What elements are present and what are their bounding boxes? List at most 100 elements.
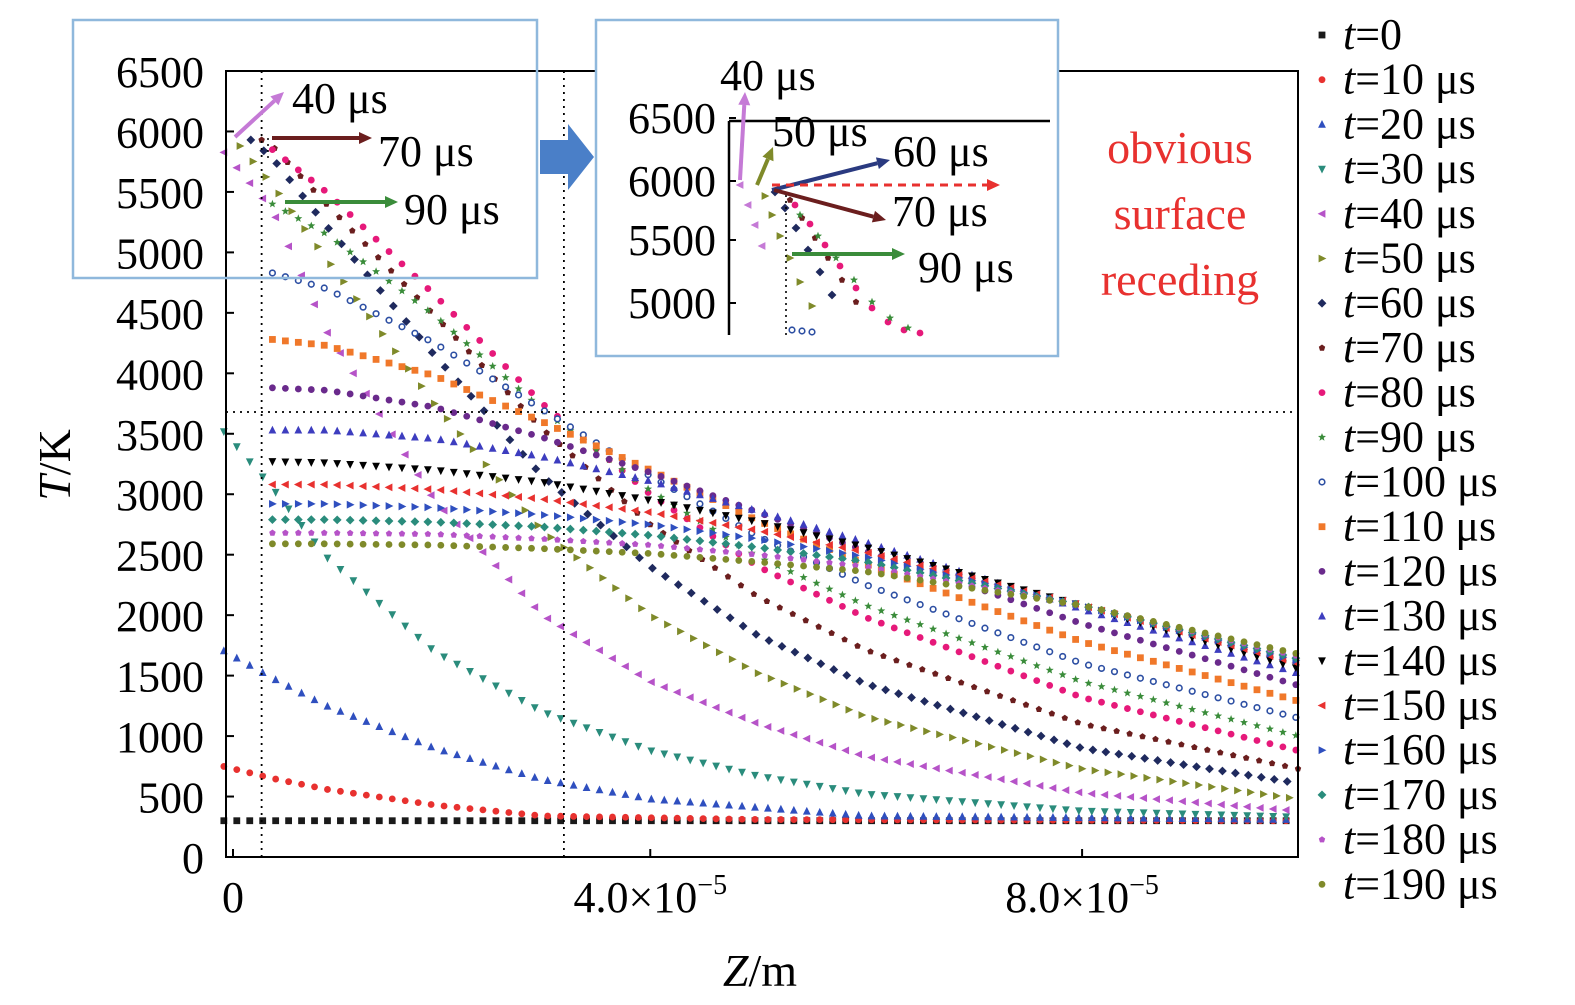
data-point	[375, 817, 383, 825]
legend-label: t=130 μs	[1343, 591, 1498, 640]
data-point	[1175, 717, 1183, 725]
data-point	[1100, 790, 1109, 799]
data-point	[631, 540, 639, 547]
data-point	[659, 683, 668, 692]
legend-entry: t=80 μs	[1318, 368, 1476, 417]
data-point	[489, 420, 497, 427]
legend-entry: t=120 μs	[1318, 546, 1498, 595]
inset-data-point	[836, 262, 844, 270]
inset-data-point	[900, 326, 908, 334]
data-point	[488, 520, 498, 530]
data-point	[514, 521, 523, 531]
data-point	[272, 159, 282, 168]
data-point	[631, 473, 640, 481]
legend-marker	[1318, 389, 1326, 396]
data-point	[1130, 772, 1139, 780]
receding-arrow	[772, 179, 1000, 191]
data-point	[269, 336, 276, 343]
data-point	[889, 555, 898, 564]
data-point	[579, 547, 587, 554]
data-point	[767, 674, 776, 683]
data-point	[1078, 764, 1087, 773]
data-point	[583, 509, 593, 519]
data-point	[556, 715, 565, 723]
data-point	[741, 662, 750, 671]
legend-entry: t=90 μs	[1318, 412, 1476, 461]
data-point	[453, 750, 461, 759]
data-point	[570, 817, 578, 825]
data-point	[488, 362, 497, 370]
data-point	[722, 530, 731, 539]
data-point	[996, 775, 1005, 784]
data-point	[414, 633, 423, 642]
data-point	[501, 474, 510, 483]
data-point	[865, 563, 872, 570]
data-point	[1166, 758, 1176, 767]
inset-arrow-70us-head	[871, 210, 886, 223]
data-point	[272, 817, 280, 825]
data-point	[1242, 802, 1251, 811]
legend-marker	[1318, 433, 1326, 441]
data-point	[773, 545, 783, 555]
data-point	[1111, 701, 1118, 709]
data-point	[556, 622, 565, 631]
data-point	[735, 557, 743, 564]
data-point	[761, 559, 769, 566]
y-tick-label: 6500	[116, 48, 204, 97]
data-point	[424, 530, 432, 537]
data-point	[1188, 626, 1196, 634]
data-point	[565, 498, 574, 507]
data-point	[515, 509, 523, 518]
data-point	[314, 242, 323, 251]
data-point	[1178, 797, 1186, 806]
data-point	[385, 316, 393, 324]
data-point	[751, 629, 761, 639]
data-point	[1085, 622, 1092, 629]
data-point	[1201, 672, 1209, 679]
data-point	[712, 799, 721, 808]
data-point	[1009, 777, 1018, 786]
data-point	[907, 693, 916, 702]
left-box-border	[71, 18, 539, 280]
data-point	[802, 780, 811, 789]
data-point	[975, 739, 983, 748]
legend-label: t=30 μs	[1343, 144, 1476, 193]
data-point	[942, 643, 950, 651]
legend-label: t=50 μs	[1343, 234, 1476, 283]
data-point	[644, 541, 652, 548]
data-point	[968, 584, 976, 592]
data-point	[1279, 647, 1287, 654]
data-point	[1165, 796, 1173, 805]
data-point	[358, 516, 368, 525]
y-tick-label: 2500	[116, 532, 204, 581]
data-point	[320, 386, 328, 394]
data-point	[336, 706, 345, 715]
data-point	[553, 481, 562, 490]
data-point	[751, 816, 759, 823]
data-point	[320, 284, 328, 292]
data-point	[643, 508, 652, 517]
data-point	[452, 334, 460, 341]
data-point	[630, 529, 640, 539]
data-point	[851, 535, 860, 543]
data-point	[372, 267, 381, 275]
data-point	[1175, 701, 1184, 710]
data-point	[414, 817, 422, 825]
data-point	[1036, 731, 1046, 741]
legend-marker	[1318, 120, 1326, 128]
data-point	[737, 713, 746, 722]
data-point	[618, 492, 627, 500]
data-point	[793, 684, 802, 693]
data-point	[1110, 685, 1119, 694]
data-point	[631, 459, 639, 467]
data-point	[556, 778, 565, 787]
data-point	[346, 540, 354, 548]
data-point	[1229, 801, 1238, 810]
data-point	[1149, 677, 1157, 686]
data-point	[246, 135, 256, 145]
data-point	[945, 704, 955, 714]
data-point	[802, 617, 809, 624]
data-point	[1282, 813, 1291, 822]
data-point	[657, 479, 665, 488]
